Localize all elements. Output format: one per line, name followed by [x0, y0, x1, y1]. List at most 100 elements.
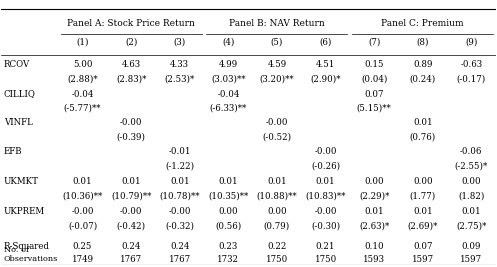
Text: 0.01: 0.01	[73, 177, 92, 186]
Text: -0.06: -0.06	[460, 147, 483, 156]
Text: (7): (7)	[368, 38, 380, 47]
Text: UKPREM: UKPREM	[4, 207, 45, 216]
Text: 0.10: 0.10	[364, 242, 384, 251]
Text: (-0.39): (-0.39)	[117, 133, 146, 142]
Text: 0.01: 0.01	[413, 207, 432, 216]
Text: (2.63)*: (2.63)*	[359, 221, 389, 230]
Text: (-6.33)**: (-6.33)**	[210, 104, 247, 113]
Text: (2): (2)	[125, 38, 137, 47]
Text: -0.04: -0.04	[217, 89, 240, 99]
Text: (-0.32): (-0.32)	[165, 221, 194, 230]
Text: 0.01: 0.01	[121, 177, 141, 186]
Text: 0.01: 0.01	[316, 177, 335, 186]
Text: 0.01: 0.01	[364, 207, 384, 216]
Text: Panel B: NAV Return: Panel B: NAV Return	[229, 19, 325, 28]
Text: -0.00: -0.00	[168, 207, 191, 216]
Text: 0.01: 0.01	[413, 119, 432, 127]
Text: 0.22: 0.22	[267, 242, 287, 251]
Text: No. of
Observations: No. of Observations	[4, 246, 58, 264]
Text: R-Squared: R-Squared	[4, 242, 50, 251]
Text: 0.00: 0.00	[462, 177, 481, 186]
Text: (0.76): (0.76)	[410, 133, 436, 142]
Text: 0.00: 0.00	[364, 177, 384, 186]
Text: (3.20)**: (3.20)**	[259, 74, 294, 84]
Text: (0.56): (0.56)	[215, 221, 242, 230]
Text: 0.24: 0.24	[170, 242, 189, 251]
Text: (2.53)*: (2.53)*	[165, 74, 195, 84]
Text: (-2.55)*: (-2.55)*	[455, 162, 488, 171]
Text: 0.01: 0.01	[267, 177, 287, 186]
Text: 0.15: 0.15	[364, 60, 384, 69]
Text: -0.00: -0.00	[314, 207, 337, 216]
Text: (-0.42): (-0.42)	[117, 221, 146, 230]
Text: (-0.30): (-0.30)	[311, 221, 340, 230]
Text: (10.35)**: (10.35)**	[208, 192, 248, 201]
Text: Panel C: Premium: Panel C: Premium	[381, 19, 464, 28]
Text: 1732: 1732	[217, 255, 240, 264]
Text: (2.69)*: (2.69)*	[408, 221, 438, 230]
Text: 1593: 1593	[363, 255, 385, 264]
Text: (0.24): (0.24)	[410, 74, 436, 84]
Text: 0.01: 0.01	[462, 207, 481, 216]
Text: (5.15)**: (5.15)**	[357, 104, 392, 113]
Text: 0.21: 0.21	[316, 242, 335, 251]
Text: 0.00: 0.00	[219, 207, 238, 216]
Text: 1750: 1750	[266, 255, 288, 264]
Text: 0.23: 0.23	[219, 242, 238, 251]
Text: -0.00: -0.00	[120, 119, 142, 127]
Text: -0.00: -0.00	[71, 207, 94, 216]
Text: 0.25: 0.25	[73, 242, 92, 251]
Text: (1.82): (1.82)	[458, 192, 485, 201]
Text: 5.00: 5.00	[73, 60, 92, 69]
Text: (-0.07): (-0.07)	[68, 221, 97, 230]
Text: 4.59: 4.59	[267, 60, 287, 69]
Text: (-0.52): (-0.52)	[262, 133, 291, 142]
Text: -0.00: -0.00	[266, 119, 288, 127]
Text: -0.01: -0.01	[168, 147, 191, 156]
Text: 1597: 1597	[460, 255, 483, 264]
Text: 0.01: 0.01	[219, 177, 238, 186]
Text: (10.88)**: (10.88)**	[256, 192, 297, 201]
Text: (1): (1)	[76, 38, 89, 47]
Text: (2.88)*: (2.88)*	[67, 74, 98, 84]
Text: UKMKT: UKMKT	[4, 177, 39, 186]
Text: -0.00: -0.00	[314, 147, 337, 156]
Text: (0.04): (0.04)	[361, 74, 387, 84]
Text: (4): (4)	[222, 38, 235, 47]
Text: 0.24: 0.24	[121, 242, 141, 251]
Text: 1767: 1767	[120, 255, 142, 264]
Text: 1749: 1749	[72, 255, 93, 264]
Text: VINFL: VINFL	[4, 119, 33, 127]
Text: CILLIQ: CILLIQ	[4, 89, 36, 99]
Text: (10.78)**: (10.78)**	[160, 192, 200, 201]
Text: 0.07: 0.07	[364, 89, 384, 99]
Text: -0.04: -0.04	[72, 89, 94, 99]
Text: (8): (8)	[416, 38, 429, 47]
Text: (5): (5)	[271, 38, 283, 47]
Text: (2.90)*: (2.90)*	[310, 74, 341, 84]
Text: 4.63: 4.63	[122, 60, 141, 69]
Text: (-0.26): (-0.26)	[311, 162, 340, 171]
Text: 4.99: 4.99	[219, 60, 238, 69]
Text: 0.89: 0.89	[413, 60, 432, 69]
Text: (2.29)*: (2.29)*	[359, 192, 389, 201]
Text: (3): (3)	[173, 38, 186, 47]
Text: (10.79)**: (10.79)**	[111, 192, 151, 201]
Text: -0.00: -0.00	[120, 207, 142, 216]
Text: RCOV: RCOV	[4, 60, 30, 69]
Text: 0.07: 0.07	[413, 242, 432, 251]
Text: (6): (6)	[320, 38, 331, 47]
Text: 4.51: 4.51	[316, 60, 335, 69]
Text: (0.79): (0.79)	[264, 221, 290, 230]
Text: (1.77): (1.77)	[410, 192, 436, 201]
Text: 1597: 1597	[412, 255, 434, 264]
Text: 0.09: 0.09	[462, 242, 481, 251]
Text: (3.03)**: (3.03)**	[211, 74, 246, 84]
Text: 0.00: 0.00	[413, 177, 432, 186]
Text: (-5.77)**: (-5.77)**	[64, 104, 101, 113]
Text: 1750: 1750	[315, 255, 336, 264]
Text: Panel A: Stock Price Return: Panel A: Stock Price Return	[67, 19, 195, 28]
Text: 0.00: 0.00	[267, 207, 287, 216]
Text: (10.83)**: (10.83)**	[305, 192, 346, 201]
Text: (9): (9)	[465, 38, 478, 47]
